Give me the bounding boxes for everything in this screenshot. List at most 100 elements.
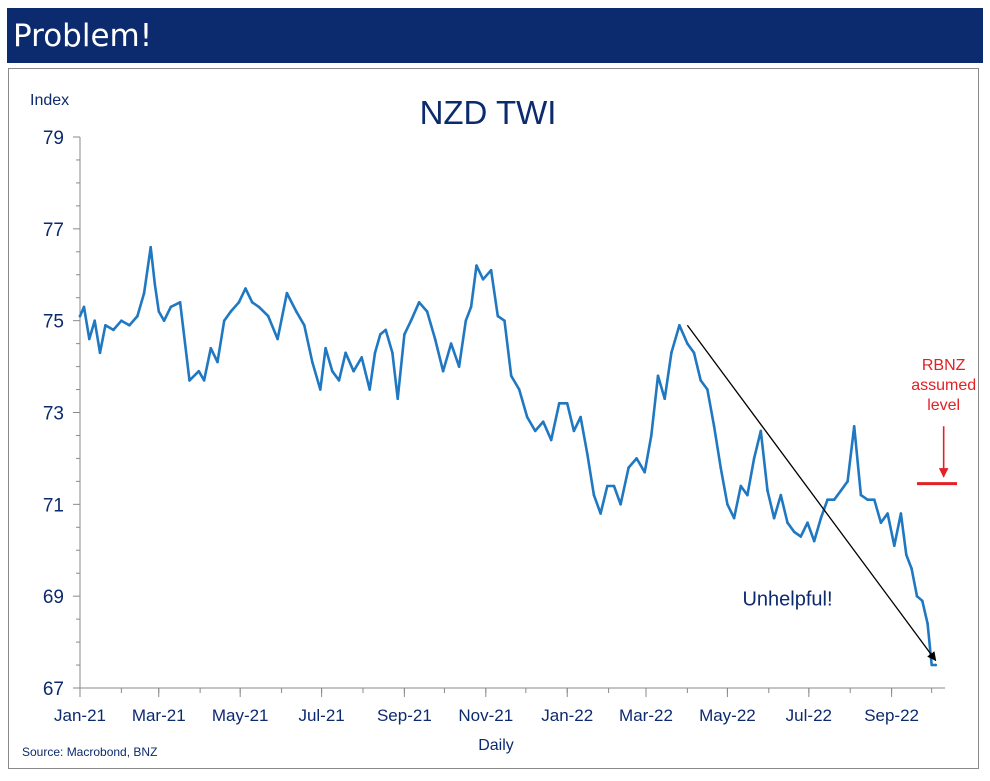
data-point [489,268,493,272]
data-point [82,305,86,309]
data-point [732,516,736,520]
data-point [425,310,429,313]
data-point [565,402,569,405]
data-point [873,498,876,502]
data-point [799,535,803,538]
data-point [772,516,776,520]
data-point [930,663,933,667]
x-tick-label: May-21 [212,706,269,725]
y-tick-label: 77 [43,220,64,241]
x-tick-label: Jan-22 [541,706,593,725]
data-point [475,264,478,267]
data-point [533,429,537,433]
data-point [859,493,863,497]
trend-arrow [686,324,937,662]
data-point [656,374,660,378]
data-point [549,438,553,442]
data-point [88,337,91,341]
data-point [379,333,382,336]
data-point [136,314,139,318]
data-point [746,493,749,497]
y-tick-label: 79 [43,128,64,149]
data-point [244,287,247,290]
data-point [899,512,903,515]
data-point [197,369,201,373]
data-point [237,301,241,304]
data-point [384,328,388,332]
data-point [169,305,173,309]
y-tick-label: 75 [43,312,64,333]
data-point [319,388,322,391]
data-point [128,324,131,327]
data-point [337,379,341,382]
data-point [934,663,937,667]
data-point [612,484,616,488]
data-point [692,351,696,355]
x-tick-label: Jul-21 [298,706,344,725]
data-point [178,301,182,304]
data-point [712,425,716,428]
data-point [149,245,152,249]
data-point [120,319,123,323]
data-point [188,379,191,382]
series-layer [78,245,938,667]
data-point [852,425,856,428]
data-point [650,434,653,437]
data-point [93,319,96,323]
data-point [311,360,314,364]
data-point [826,498,829,502]
data-point [766,489,769,492]
data-point [910,567,913,570]
data-point [557,402,561,405]
page-title: Problem! [13,18,153,54]
data-point [98,351,102,355]
data-point [162,319,166,323]
data-point [464,319,468,323]
data-point [792,530,796,534]
chart-frame [8,68,979,769]
data-point [839,489,843,492]
data-point [396,397,400,401]
data-point [635,457,638,460]
data-point [879,521,883,524]
data-point [295,310,298,313]
annotation-rbnz-line-2: assumed [911,377,976,394]
chart-title: NZD TWI [420,94,557,131]
data-point [216,360,219,364]
data-point [686,342,689,345]
data-point [806,521,809,524]
data-point [441,369,445,373]
data-point [331,369,334,373]
data-point [457,365,461,368]
data-point [926,622,929,625]
data-point [276,337,279,341]
annotation-unhelpful: Unhelpful! [742,588,832,610]
annotation-layer: Unhelpful! RBNZ assumed level [686,324,976,662]
data-point [786,521,789,524]
data-point [503,319,506,323]
annotation-rbnz-line-1: RBNZ [922,357,966,374]
data-point [433,337,437,341]
data-point [391,351,394,355]
data-point [324,346,327,350]
data-point [670,351,673,355]
x-tick-label: Jul-22 [786,706,832,725]
data-point [112,328,115,332]
x-tick-label: Mar-22 [619,706,673,725]
annotation-rbnz-line-3: level [927,397,960,414]
data-point [739,484,743,488]
axes: 67 69 71 73 75 77 79 Jan-21 Mar-21 May-21 Jul-21 Se… [43,128,945,725]
data-point [266,314,270,318]
title-banner: Problem! [7,8,983,63]
data-point [706,388,709,391]
data-point [469,305,473,309]
data-point [449,342,453,345]
x-tick-label: Nov-21 [458,706,513,725]
data-point [812,539,816,543]
data-point [819,516,823,520]
y-tick-label: 73 [43,404,64,425]
data-point [921,599,924,603]
data-point [699,379,702,382]
data-point [525,415,529,419]
data-point [509,374,513,378]
